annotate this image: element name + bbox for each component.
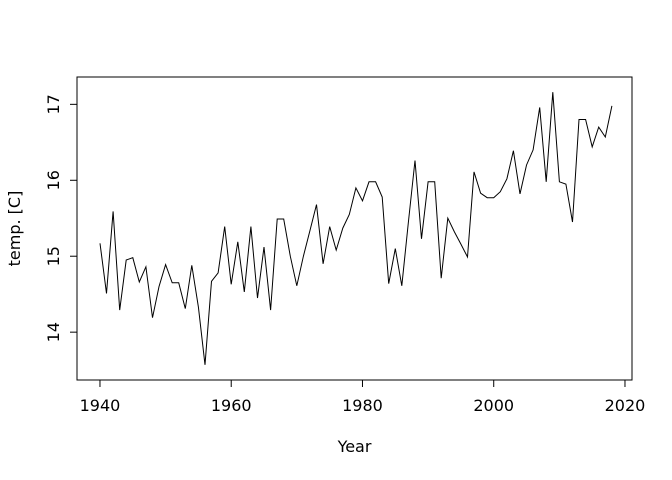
x-axis-tick-label: 1980 bbox=[342, 396, 383, 415]
y-axis-tick-label: 17 bbox=[44, 94, 63, 114]
y-axis-tick-labels: 14 15 16 17 bbox=[44, 94, 63, 342]
x-axis-tick-label: 1940 bbox=[80, 396, 121, 415]
y-axis-tick-label: 15 bbox=[44, 246, 63, 266]
x-axis-title: Year bbox=[337, 437, 372, 456]
plot-border bbox=[76, 76, 633, 381]
y-axis-ticks bbox=[70, 103, 77, 333]
x-axis-tick-label: 1960 bbox=[211, 396, 252, 415]
y-axis-tick-label: 14 bbox=[44, 322, 63, 342]
x-axis-tick-labels: 1940 1960 1980 2000 2020 bbox=[80, 396, 646, 415]
y-axis-title: temp. [C] bbox=[5, 191, 24, 267]
temperature-series-line bbox=[99, 92, 613, 365]
x-axis-tick-label: 2000 bbox=[473, 396, 514, 415]
x-axis-ticks bbox=[99, 380, 626, 387]
y-axis-tick-label: 16 bbox=[44, 170, 63, 190]
x-axis-tick-label: 2020 bbox=[605, 396, 646, 415]
